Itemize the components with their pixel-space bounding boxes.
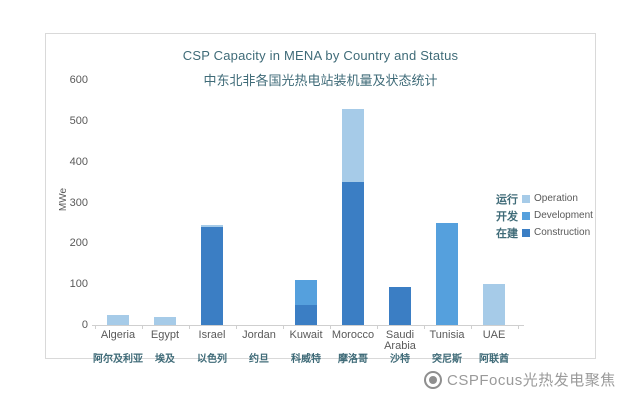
x-axis-label-uae: UAE xyxy=(482,329,506,341)
x-axis-tick xyxy=(470,326,472,329)
footer-logo: CSPFocus光热发电聚焦 xyxy=(424,369,616,390)
x-axis-label-chinese-kuwait: 科威特 xyxy=(291,354,321,365)
legend-swatch-icon xyxy=(522,211,530,220)
legend-label: Operation xyxy=(534,193,578,204)
chart-card: CSP Capacity in MENA by Country and Stat… xyxy=(45,33,596,365)
bar-israel-operation xyxy=(201,224,223,227)
x-axis-line xyxy=(92,325,524,326)
bar-morocco-operation xyxy=(342,108,364,183)
bar-tunisia-development xyxy=(436,222,458,325)
x-axis-tick xyxy=(235,326,237,329)
y-axis-tick-label: 300 xyxy=(69,196,88,209)
x-axis-label-chinese-egypt: 埃及 xyxy=(155,354,175,365)
bar-saudi-arabia-construction xyxy=(389,287,411,325)
x-axis-label-chinese-saudi-arabia: 沙特 xyxy=(390,354,410,365)
bar-israel-construction xyxy=(201,227,223,325)
x-axis-label-chinese-jordan: 约旦 xyxy=(249,354,269,365)
legend-item-construction: 在建 Construction xyxy=(496,224,593,241)
x-axis-label-kuwait: Kuwait xyxy=(289,329,323,341)
x-axis-label-chinese-morocco: 摩洛哥 xyxy=(338,354,368,365)
bar-uae-operation xyxy=(483,284,505,325)
legend-label-chinese: 开发 xyxy=(496,210,518,223)
legend-label: Construction xyxy=(534,227,591,238)
x-axis-label-morocco: Morocco xyxy=(331,329,375,341)
x-axis-label-egypt: Egypt xyxy=(150,329,180,341)
x-axis-tick xyxy=(423,326,425,329)
x-axis-label-algeria: Algeria xyxy=(100,329,136,341)
x-axis-label-jordan: Jordan xyxy=(242,329,276,341)
x-axis-tick xyxy=(517,326,519,329)
legend-swatch-icon xyxy=(522,228,530,237)
x-axis-label-chinese-algeria: 阿尔及利亚 xyxy=(93,354,143,365)
y-axis-tick-label: 200 xyxy=(69,237,88,250)
x-axis-tick xyxy=(188,326,190,329)
x-axis-tick xyxy=(376,326,378,329)
legend-label: Development xyxy=(534,210,593,221)
x-axis-tick xyxy=(141,326,143,329)
y-axis-tick-label: 500 xyxy=(69,114,88,127)
chart-subtitle-chinese: 中东北非各国光热电站装机量及状态统计 xyxy=(203,73,438,88)
bar-morocco-construction xyxy=(342,182,364,325)
y-axis-tick-label: 400 xyxy=(69,155,88,168)
x-axis-label-chinese-israel: 以色列 xyxy=(197,354,227,365)
y-axis-tick-label: 0 xyxy=(81,319,88,331)
x-axis-tick xyxy=(282,326,284,329)
bar-egypt-operation xyxy=(154,316,176,325)
bar-algeria-operation xyxy=(107,314,129,325)
legend-item-development: 开发 Development xyxy=(496,207,593,224)
x-axis-tick xyxy=(329,326,331,329)
legend-label-chinese: 在建 xyxy=(496,227,518,240)
x-axis-label-israel: Israel xyxy=(198,329,226,341)
x-axis-label-tunisia: Tunisia xyxy=(429,329,465,341)
y-axis-tick-label: 600 xyxy=(69,74,88,86)
x-axis-tick xyxy=(94,326,96,329)
legend-item-operation: 运行 Operation xyxy=(496,190,593,207)
x-axis-label-chinese-tunisia: 突尼斯 xyxy=(432,354,462,365)
x-axis-label-chinese-uae: 阿联酋 xyxy=(479,354,509,365)
bar-kuwait-development xyxy=(295,280,317,305)
chart-title: CSP Capacity in MENA by Country and Stat… xyxy=(182,48,459,63)
legend-label-chinese: 运行 xyxy=(496,193,518,206)
legend-swatch-icon xyxy=(522,194,530,203)
legend: 运行 Operation 开发 Development 在建 Construction xyxy=(496,190,593,241)
bar-kuwait-construction xyxy=(295,304,317,325)
x-axis-label-saudi-arabia: Saudi Arabia xyxy=(384,329,416,352)
footer-logo-text: CSPFocus光热发电聚焦 xyxy=(447,372,616,389)
cspfocus-logo-icon xyxy=(424,370,442,389)
y-axis-tick-label: 100 xyxy=(69,278,88,291)
